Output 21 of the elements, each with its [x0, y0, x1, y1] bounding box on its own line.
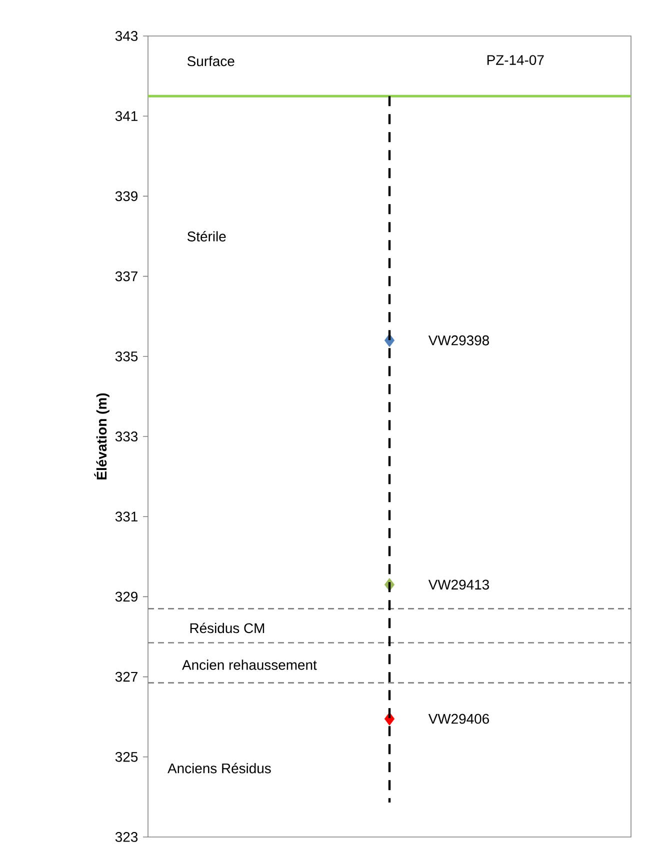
- y-tick-label: 341: [115, 111, 138, 122]
- y-tick-label: 337: [115, 271, 138, 282]
- ref-line-label: Surface: [187, 56, 234, 66]
- y-tick-label: 323: [115, 832, 138, 842]
- annotation: Ancien rehaussement: [182, 660, 317, 670]
- text: VW29413: [428, 580, 489, 590]
- annotation: Stérile: [187, 231, 226, 242]
- y-tick-label: 327: [115, 672, 138, 682]
- y-tick-label: 339: [115, 191, 138, 202]
- annotation: Anciens Résidus: [168, 762, 271, 774]
- text: VW29406: [428, 714, 489, 724]
- annotation: PZ-14-07: [487, 55, 544, 65]
- text: VW29398: [428, 335, 489, 346]
- y-tick-label: 325: [115, 752, 138, 762]
- y-axis-title: Élévation (m): [94, 393, 110, 480]
- y-tick-label: 333: [115, 432, 138, 442]
- y-tick-label: 335: [115, 351, 138, 362]
- y-tick-label: 329: [115, 592, 138, 602]
- annotation: Résidus CM: [190, 622, 264, 634]
- y-tick-label: 331: [115, 512, 138, 522]
- y-tick-label: 343: [115, 31, 138, 41]
